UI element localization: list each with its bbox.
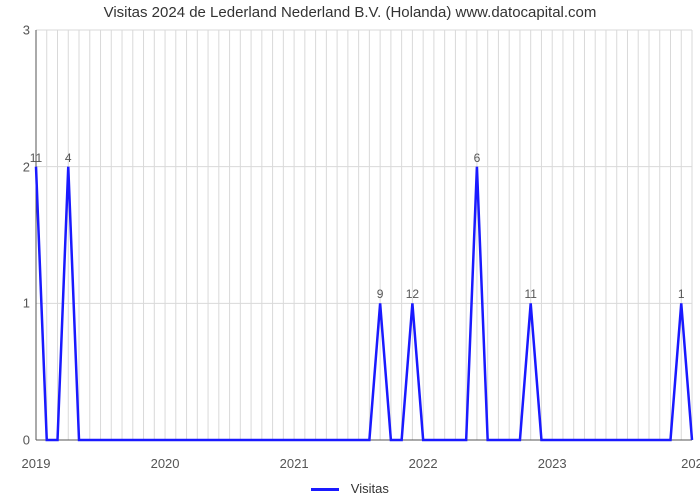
point-label: 1	[678, 287, 685, 301]
point-label: 6	[474, 151, 481, 165]
point-label: 11	[30, 151, 42, 165]
x-year-label: 2021	[280, 456, 309, 471]
legend-swatch	[311, 488, 339, 491]
point-label: 12	[406, 287, 419, 301]
y-tick-label: 0	[23, 433, 30, 448]
x-year-label: 2023	[538, 456, 567, 471]
y-tick-label: 3	[23, 23, 30, 38]
chart-plot-area: 0123201920202021202220232021149126111	[36, 30, 692, 440]
point-label: 9	[377, 287, 384, 301]
chart-title: Visitas 2024 de Lederland Nederland B.V.…	[0, 4, 700, 21]
chart-svg	[36, 30, 692, 440]
point-label: 11	[524, 287, 536, 301]
point-label: 4	[65, 151, 72, 165]
chart-legend: Visitas	[0, 481, 700, 496]
x-year-label: 202	[681, 456, 700, 471]
chart-container: Visitas 2024 de Lederland Nederland B.V.…	[0, 0, 700, 500]
y-tick-label: 1	[23, 296, 30, 311]
x-year-label: 2020	[151, 456, 180, 471]
x-year-label: 2019	[22, 456, 51, 471]
x-year-label: 2022	[409, 456, 438, 471]
legend-label: Visitas	[351, 481, 389, 496]
